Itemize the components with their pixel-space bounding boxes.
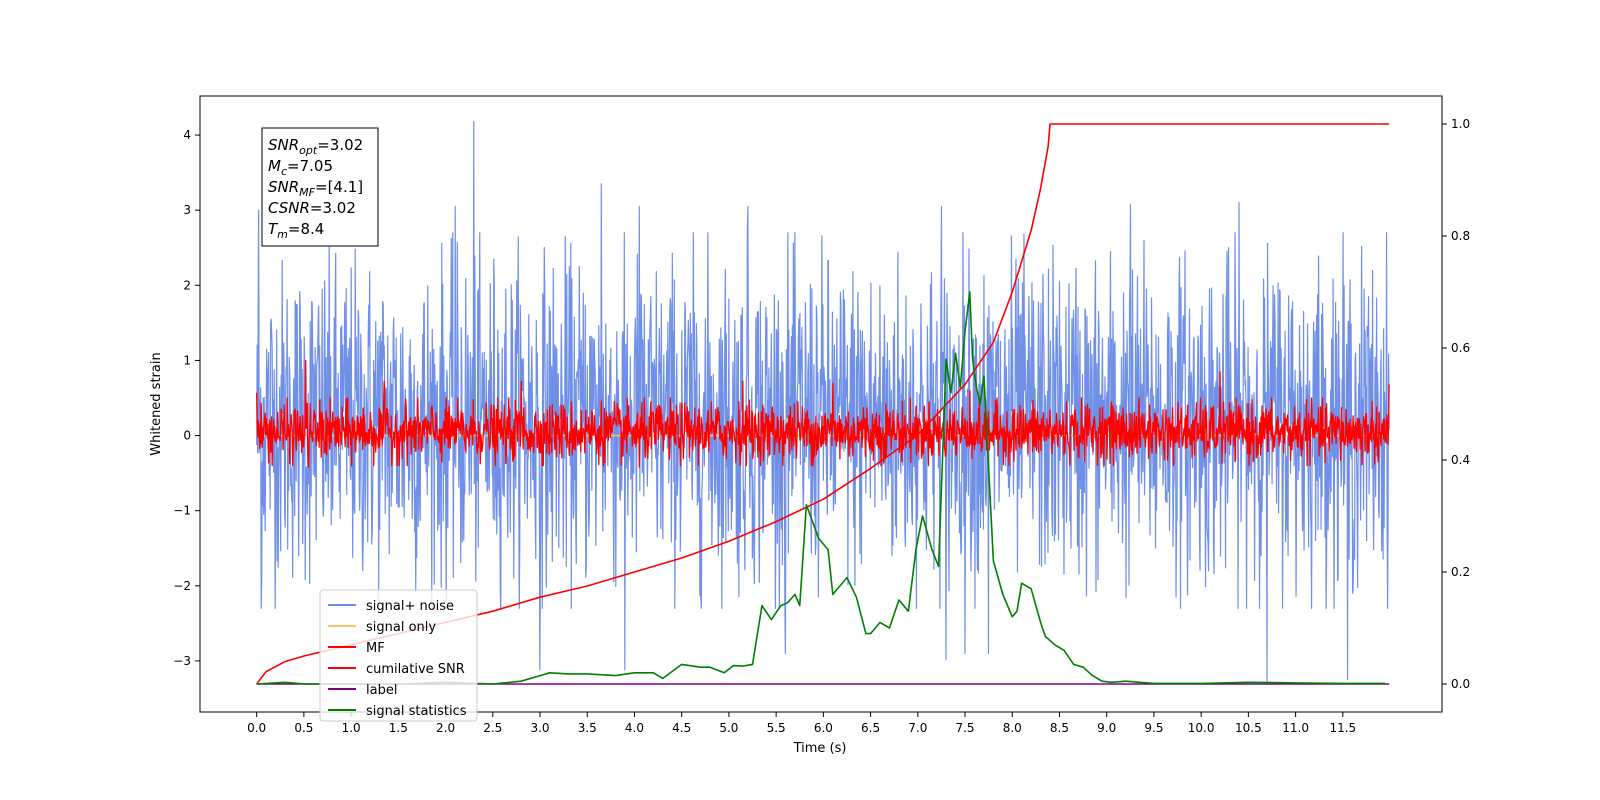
y-tick-label: 2 (183, 278, 191, 292)
x-tick-label: 11.0 (1282, 721, 1309, 735)
x-tick-label: 1.5 (389, 721, 408, 735)
y2-tick-label: 0.4 (1451, 453, 1470, 467)
legend-label: signal only (366, 620, 436, 635)
y-tick-label: 3 (183, 203, 191, 217)
y2-tick-label: 0.2 (1451, 565, 1470, 579)
y-tick-label: 1 (183, 353, 191, 367)
y2-tick-label: 1.0 (1451, 117, 1470, 131)
series-signal-statistics (256, 291, 1386, 685)
y-tick-label: 0 (183, 429, 191, 443)
legend-label: cumilative SNR (366, 662, 465, 677)
x-tick-label: 1.0 (342, 721, 361, 735)
y-tick-label: 4 (183, 128, 191, 142)
y-tick-label: −2 (173, 579, 191, 593)
x-tick-label: 9.5 (1144, 721, 1163, 735)
x-tick-label: 8.0 (1003, 721, 1022, 735)
y2-tick-label: 0.0 (1451, 677, 1470, 691)
x-tick-label: 6.5 (861, 721, 880, 735)
annotation-line: Mc=7.05 (268, 157, 333, 178)
x-tick-label: 8.5 (1050, 721, 1069, 735)
x-tick-label: 3.0 (530, 721, 549, 735)
annotation-line: CSNR=3.02 (268, 199, 356, 217)
legend-frame (319, 589, 478, 722)
x-tick-label: 11.5 (1329, 721, 1356, 735)
x-tick-label: 7.0 (908, 721, 927, 735)
legend-label: signal+ noise (366, 599, 454, 614)
annotation-line: Tm=8.4 (268, 220, 324, 241)
annotation-line: SNRMF=[4.1] (268, 178, 363, 199)
legend-label: signal statistics (366, 704, 467, 719)
y2-tick-label: 0.8 (1451, 229, 1470, 243)
x-tick-label: 4.0 (625, 721, 644, 735)
legend-items: signal+ noise signal only MF cumilative SNR… (328, 599, 467, 719)
x-tick-label: 0.0 (247, 721, 266, 735)
x-tick-label: 7.5 (955, 721, 974, 735)
legend: signal+ noise signal only MF cumilative SNR… (319, 589, 478, 722)
y2-tick-label: 0.6 (1451, 341, 1470, 355)
y-axis-left: −3 −2 −1 0 1 2 3 4 (173, 128, 200, 668)
y-tick-label: −3 (173, 654, 191, 668)
x-axis-label: Time (s) (793, 741, 847, 756)
x-tick-label: 6.0 (814, 721, 833, 735)
x-axis: 0.0 0.5 1.0 1.5 2.0 2.5 3.0 3.5 4.0 4.5 5.0 5.5 6.0 6… (247, 712, 1356, 735)
y-axis-right: 0.0 0.2 0.4 0.6 0.8 1.0 (1442, 117, 1470, 691)
series-mf (256, 359, 1390, 468)
legend-label: MF (366, 641, 385, 656)
x-tick-label: 4.5 (672, 721, 691, 735)
x-tick-label: 5.0 (719, 721, 738, 735)
x-tick-label: 2.0 (436, 721, 455, 735)
annotation-frame (261, 127, 379, 247)
y-axis-label: Whitened strain (149, 352, 164, 455)
y-tick-label: −1 (173, 504, 191, 518)
x-tick-label: 0.5 (294, 721, 313, 735)
x-tick-label: 10.0 (1188, 721, 1215, 735)
x-tick-label: 9.0 (1097, 721, 1116, 735)
plot-area-frame (199, 95, 1443, 713)
x-tick-label: 3.5 (578, 721, 597, 735)
legend-label: label (366, 683, 397, 698)
x-tick-label: 5.5 (767, 721, 786, 735)
x-tick-label: 2.5 (483, 721, 502, 735)
x-tick-label: 10.5 (1235, 721, 1262, 735)
annotation-line: SNRopt=3.02 (268, 136, 363, 157)
